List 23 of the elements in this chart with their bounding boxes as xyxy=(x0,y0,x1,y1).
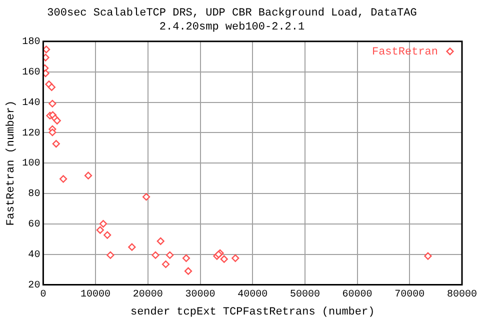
x-tick-label: 70000 xyxy=(394,289,425,300)
y-tick-label: 140 xyxy=(22,98,40,109)
x-tick-label: 40000 xyxy=(238,289,268,300)
y-tick-label: 20 xyxy=(28,280,40,292)
chart-subtitle: 2.4.20smp web100-2.2.1 xyxy=(159,22,306,34)
x-axis-title: sender tcpExt TCPFastRetrans (number) xyxy=(130,306,375,318)
x-tick-label: 20000 xyxy=(132,289,163,300)
x-tick-label: 50000 xyxy=(290,289,320,300)
legend-label: FastRetran xyxy=(372,46,438,58)
chart-title: 300sec ScalableTCP DRS, UDP CBR Background Load, DataTAG xyxy=(47,8,417,20)
x-tick-label: 30000 xyxy=(185,289,216,300)
x-tick-label: 80000 xyxy=(446,289,478,300)
x-tick-label: 10000 xyxy=(80,289,111,300)
y-tick-label: 80 xyxy=(28,189,40,200)
y-tick-label: 120 xyxy=(22,128,40,140)
x-tick-label: 0 xyxy=(40,289,46,300)
y-tick-label: 160 xyxy=(22,67,40,78)
y-tick-label: 40 xyxy=(28,250,40,262)
y-tick-label: 180 xyxy=(22,37,40,48)
y-tick-label: 60 xyxy=(28,220,40,231)
y-axis-title: FastRetran (number) xyxy=(6,100,18,226)
y-tick-label: 100 xyxy=(22,158,40,170)
x-tick-label: 60000 xyxy=(342,289,372,300)
